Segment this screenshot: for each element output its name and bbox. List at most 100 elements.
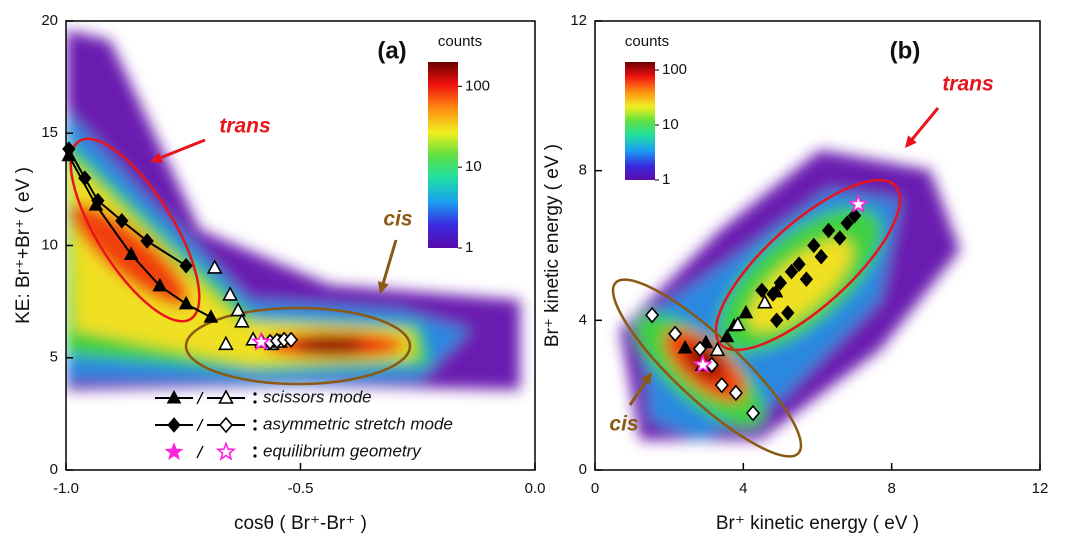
marker-diamond <box>218 416 234 434</box>
legend-colon <box>253 446 257 450</box>
legend-slash <box>196 418 204 432</box>
legend-label: asymmetric stretch mode <box>263 414 453 433</box>
legend-colon <box>253 392 257 396</box>
y-tick-label: 0 <box>50 461 58 478</box>
marker-diamond <box>284 331 299 349</box>
marker-triangle <box>218 335 234 351</box>
marker-star <box>250 331 272 351</box>
annotation-arrow <box>380 239 398 287</box>
annotation: trans <box>219 115 270 138</box>
colorbar-tick-label: 100 <box>662 61 687 78</box>
marker-star <box>215 441 237 461</box>
marker-diamond <box>833 230 847 246</box>
marker-diamond <box>784 263 799 280</box>
annotation-arrow <box>156 138 206 161</box>
colorbar <box>625 62 655 180</box>
marker-diamond <box>745 404 761 422</box>
legend-slash <box>196 391 204 405</box>
annotation-arrow <box>908 107 940 143</box>
y-tick-label: 10 <box>41 236 58 253</box>
x-tick-label: 8 <box>887 480 895 497</box>
marker-star <box>164 442 184 461</box>
marker-diamond <box>728 384 743 402</box>
y-tick-label: 5 <box>50 349 58 366</box>
marker-diamond <box>766 286 780 302</box>
arrow-head <box>905 135 917 148</box>
marker-diamond <box>714 376 729 394</box>
marker-diamond <box>840 215 854 231</box>
x-tick-label: 12 <box>1032 480 1049 497</box>
annotation-arrow <box>628 377 649 406</box>
marker-diamond <box>755 282 769 299</box>
x-axis-label: cosθ ( Br⁺-Br⁺ ) <box>234 513 367 534</box>
legend-colon <box>253 400 257 404</box>
marker-triangle <box>203 309 219 323</box>
plot-frame <box>594 20 1041 471</box>
colorbar <box>428 62 458 248</box>
marker-triangle <box>152 277 168 292</box>
colorbar-title: counts <box>625 33 669 50</box>
marker-diamond <box>792 256 806 272</box>
marker-diamond <box>692 340 707 358</box>
x-axis-label: Br⁺ kinetic energy ( eV ) <box>716 513 919 534</box>
marker-triangle <box>677 339 693 354</box>
panel-label: (b) <box>890 37 921 64</box>
y-tick-label: 12 <box>570 12 587 29</box>
y-tick-label: 4 <box>579 311 587 328</box>
marker-triangle <box>206 259 223 274</box>
marker-triangle <box>230 301 246 317</box>
marker-diamond <box>781 305 795 321</box>
marker-diamond <box>821 222 836 239</box>
marker-triangle <box>709 341 726 357</box>
annotation: cis <box>383 208 412 231</box>
arrow-head <box>377 281 389 294</box>
marker-triangle <box>738 304 754 319</box>
marker-triangle <box>222 286 238 301</box>
marker-diamond <box>62 141 76 157</box>
legend-slash <box>196 445 204 459</box>
legend-label: scissors mode <box>263 387 372 406</box>
legend-label: equilibrium geometry <box>263 441 422 460</box>
marker-triangle <box>729 316 746 331</box>
legend-colon <box>253 454 257 458</box>
colorbar-tick-label: 10 <box>662 116 679 133</box>
arrow-head <box>640 372 652 385</box>
marker-diamond <box>773 275 788 291</box>
x-tick-label: 0.0 <box>525 480 546 497</box>
y-axis-label: Br⁺ kinetic energy ( eV ) <box>542 144 563 347</box>
y-tick-label: 15 <box>41 124 58 141</box>
y-tick-label: 8 <box>579 162 587 179</box>
panel-label: (a) <box>377 37 406 64</box>
x-tick-label: -1.0 <box>53 480 79 497</box>
y-axis-label: KE: Br⁺+Br⁺ ( eV ) <box>13 167 34 324</box>
marker-diamond <box>668 325 683 343</box>
plot-frame <box>65 20 536 471</box>
colorbar-tick-label: 10 <box>465 158 482 175</box>
marker-triangle <box>234 313 250 328</box>
colorbar-title: counts <box>438 33 482 50</box>
marker-star <box>848 193 869 214</box>
marker-triangle <box>166 389 182 404</box>
arrow-head <box>150 152 163 163</box>
colorbar-tick-label: 100 <box>465 77 490 94</box>
y-tick-label: 20 <box>41 12 58 29</box>
legend-colon <box>253 427 257 431</box>
marker-diamond <box>814 248 828 265</box>
y-tick-label: 0 <box>579 461 587 478</box>
marker-diamond <box>167 417 181 433</box>
marker-diamond <box>770 312 784 329</box>
marker-triangle <box>123 246 139 260</box>
x-tick-label: 0 <box>591 480 599 497</box>
marker-diamond <box>799 271 814 287</box>
region-outlines <box>69 137 902 458</box>
marker-diamond <box>115 213 129 229</box>
marker-triangle <box>719 328 735 343</box>
marker-triangle <box>178 295 194 310</box>
marker-diamond <box>179 257 193 274</box>
marker-star <box>692 354 714 374</box>
annotation: cis <box>609 413 638 436</box>
x-tick-label: 4 <box>739 480 747 497</box>
x-tick-label: -0.5 <box>288 480 314 497</box>
annotation: trans <box>942 73 993 96</box>
